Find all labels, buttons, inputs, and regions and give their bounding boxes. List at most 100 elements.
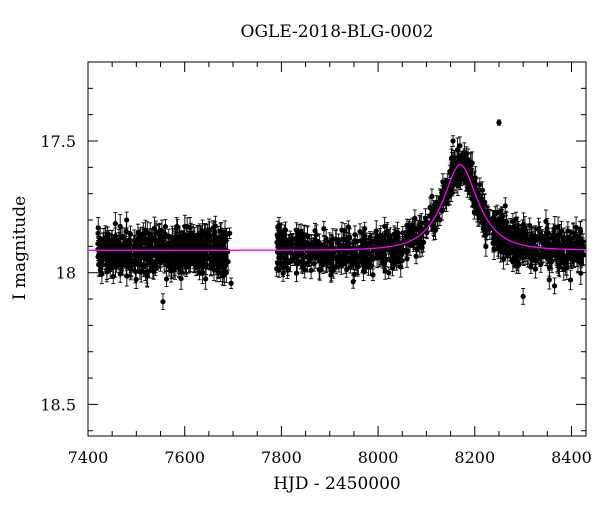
data-point-marker xyxy=(115,258,121,264)
data-point-marker xyxy=(376,254,382,260)
data-point xyxy=(311,255,317,272)
data-point-marker xyxy=(333,263,339,269)
data-point-marker xyxy=(330,245,336,251)
data-point-marker xyxy=(183,263,190,269)
data-point xyxy=(321,220,327,237)
data-point-marker xyxy=(199,259,205,265)
data-point xyxy=(104,263,110,280)
data-point-marker xyxy=(194,233,200,239)
data-point xyxy=(147,254,153,271)
data-point-marker xyxy=(120,233,126,240)
data-point xyxy=(205,227,211,245)
data-point xyxy=(162,237,168,256)
data-point xyxy=(162,226,168,242)
data-point-marker xyxy=(302,267,308,273)
data-point-marker xyxy=(282,256,288,262)
data-point-marker xyxy=(322,250,328,256)
data-point xyxy=(281,228,288,243)
data-point xyxy=(306,247,312,268)
data-point-marker xyxy=(197,230,204,236)
data-point xyxy=(364,249,370,270)
data-point xyxy=(212,221,218,244)
data-point xyxy=(123,228,129,254)
chart-title: OGLE-2018-BLG-0002 xyxy=(240,22,434,42)
data-point xyxy=(105,238,111,256)
data-point xyxy=(128,259,134,279)
data-point xyxy=(163,271,170,287)
data-point-marker xyxy=(308,267,314,273)
data-point-marker xyxy=(176,263,182,269)
data-point xyxy=(316,259,322,280)
data-point xyxy=(105,226,111,241)
data-point-marker xyxy=(162,231,168,237)
data-point xyxy=(185,254,192,269)
data-point xyxy=(124,265,130,287)
data-point-marker xyxy=(362,225,368,232)
data-point-marker xyxy=(323,236,329,242)
data-point-marker xyxy=(200,255,206,261)
data-point-marker xyxy=(382,256,388,262)
data-point xyxy=(212,215,219,237)
data-point-marker xyxy=(181,240,187,246)
data-point-marker xyxy=(215,234,221,241)
data-point-marker xyxy=(98,264,104,270)
data-point-marker xyxy=(321,226,327,232)
data-point-marker xyxy=(174,223,180,230)
data-point-marker xyxy=(350,279,356,285)
data-point xyxy=(110,268,116,285)
data-point-marker xyxy=(346,234,352,240)
data-point-marker xyxy=(205,233,211,239)
data-point-marker xyxy=(378,233,384,239)
data-point-marker xyxy=(184,223,190,230)
data-point xyxy=(215,253,221,278)
data-point-marker xyxy=(163,258,170,264)
data-point xyxy=(345,220,351,234)
data-point-marker xyxy=(95,241,101,247)
data-point xyxy=(350,274,356,289)
data-point-marker xyxy=(382,241,389,247)
data-point-marker xyxy=(306,254,312,260)
data-point-marker xyxy=(120,262,126,268)
data-point-marker xyxy=(128,266,134,272)
data-point xyxy=(308,261,314,280)
data-point-marker xyxy=(105,231,111,237)
data-point-marker xyxy=(364,256,370,262)
data-point-marker xyxy=(124,273,130,279)
data-point-marker xyxy=(218,229,224,235)
data-point-marker xyxy=(316,266,322,273)
data-point-marker xyxy=(120,244,127,250)
data-point-marker xyxy=(299,239,305,246)
data-point-marker xyxy=(389,265,396,271)
data-point xyxy=(142,219,149,242)
data-point xyxy=(137,227,143,245)
data-point-marker xyxy=(287,258,294,265)
data-point xyxy=(386,266,392,280)
data-point-marker xyxy=(203,276,209,282)
data-point-marker xyxy=(276,267,282,273)
data-point-marker xyxy=(147,259,153,266)
data-point-marker xyxy=(281,232,288,239)
data-point-marker xyxy=(137,233,143,239)
data-point xyxy=(169,235,175,260)
data-point xyxy=(120,253,126,276)
data-point-marker xyxy=(150,264,156,270)
data-point-marker xyxy=(382,223,388,230)
data-point xyxy=(382,234,389,254)
data-point-marker xyxy=(312,228,318,234)
data-point-marker xyxy=(384,228,390,234)
data-point xyxy=(153,223,159,241)
data-point xyxy=(110,240,117,264)
data-point-marker xyxy=(147,231,153,237)
data-point-marker xyxy=(112,233,118,239)
data-point xyxy=(176,255,182,277)
data-point-marker xyxy=(196,270,203,276)
data-point xyxy=(215,225,221,250)
data-point-marker xyxy=(169,234,175,240)
data-point-marker xyxy=(123,238,129,244)
data-point xyxy=(147,222,153,247)
data-point-marker xyxy=(212,229,218,236)
data-points xyxy=(95,119,587,311)
data-point-marker xyxy=(150,236,156,242)
data-point-marker xyxy=(188,249,194,255)
